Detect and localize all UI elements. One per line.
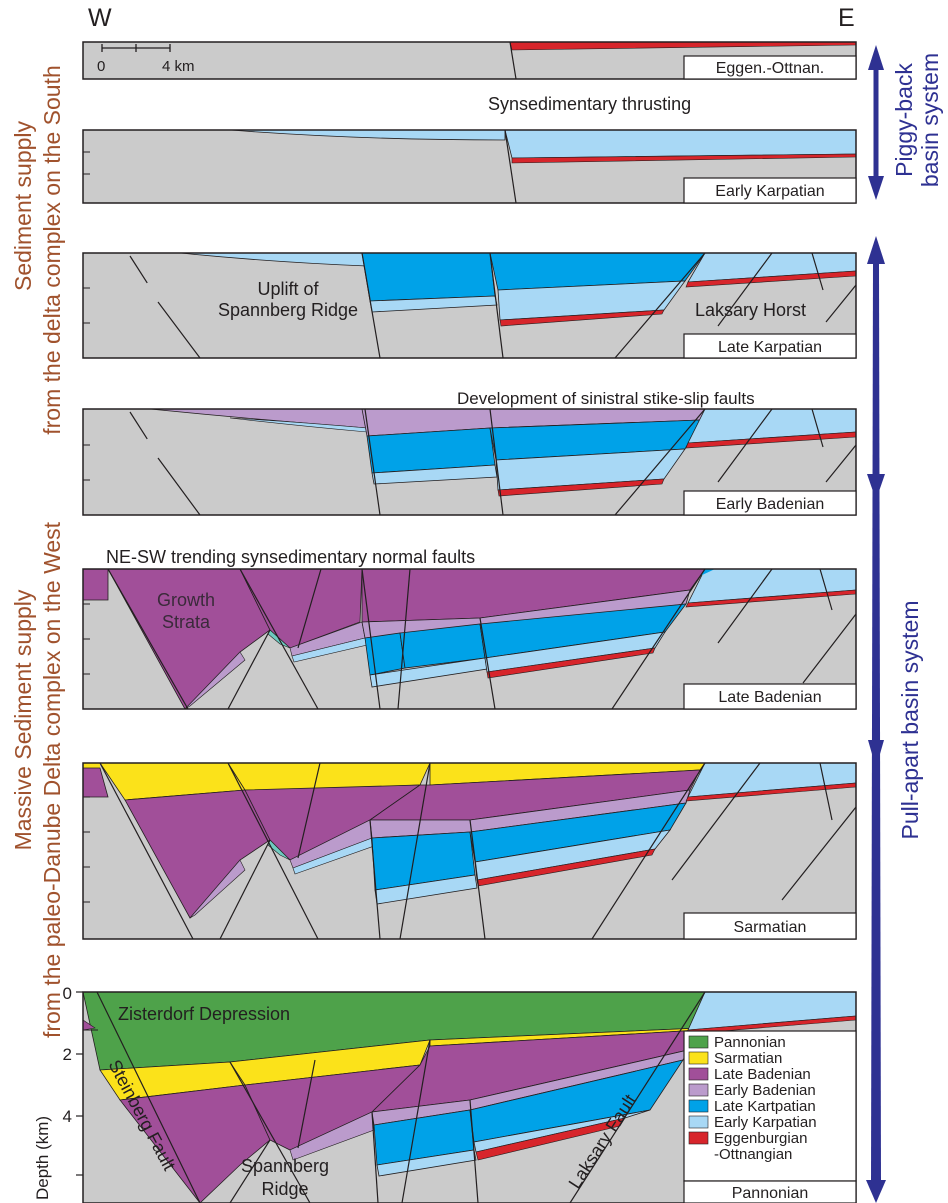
depth-tick-2: 2 (63, 1045, 72, 1064)
depth-tick-4: 4 (63, 1107, 72, 1126)
panel-late-karpatian: Uplift of Spannberg Ridge Laksary Horst … (82, 252, 857, 359)
stage-label: Pannonian (732, 1185, 809, 1202)
legend-label-late-badenian: Late Badenian (714, 1066, 811, 1083)
uplift-label-line2: Spannberg Ridge (218, 300, 358, 320)
late-badenian-block-1 (124, 789, 271, 919)
eggenburgian-block-3 (685, 431, 856, 449)
legend-swatch-late-badenian (688, 1067, 709, 1081)
stage-label: Early Karpatian (715, 183, 824, 200)
growth-strata-wedge (107, 569, 271, 709)
synsedimentary-thrusting-label: Synsedimentary thrusting (488, 94, 691, 114)
depth-tick-0: 0 (63, 984, 72, 1003)
sediment-supply-west-line1: Massive Sediment supply (10, 589, 36, 850)
zisterdorf-label: Zisterdorf Depression (118, 1004, 290, 1024)
eggenburgian-block-3 (685, 270, 856, 288)
thrust-fault (509, 42, 517, 79)
panel-sarmatian: Sarmatian (82, 762, 857, 940)
depth-axis-label: Depth (km) (33, 1116, 52, 1200)
legend-swatch-early-karpatian (688, 1115, 709, 1129)
panel-eggenburgian-ottnangian: 0 4 km Eggen.-Ottnan. (82, 41, 857, 80)
west-label: W (88, 4, 112, 32)
panel-frame (82, 408, 857, 516)
piggyback-label-line1: Piggy-back (891, 63, 917, 177)
panel-early-badenian: Early Badenian (82, 408, 857, 516)
stage-box (683, 683, 857, 710)
legend-box (683, 1030, 857, 1182)
scale-end: 4 km (162, 58, 195, 75)
stage-label: Eggen.-Ottnan. (716, 60, 825, 77)
legend-swatch-eggenburgian (688, 1131, 709, 1145)
panel-frame (82, 129, 857, 204)
panel-late-badenian: Growth Strata Late Badenian (82, 568, 857, 710)
eggenburgian-layer (486, 647, 656, 679)
legend-swatch-early-badenian (688, 1083, 709, 1097)
legend-swatch-pannonian (688, 1035, 709, 1049)
stage-label: Late Badenian (718, 689, 821, 706)
stage-box (683, 55, 857, 80)
sediment-supply-west-line2: from the paleo-Danube Delta complex on t… (39, 521, 65, 1038)
legend-label-late-karpatian: Late Kartpatian (714, 1098, 816, 1115)
spannberg-label-line1: Spannberg (241, 1156, 329, 1176)
legend: Pannonian Sarmatian Late Badenian Early … (683, 1030, 857, 1182)
panel-frame (82, 252, 857, 359)
stage-label: Sarmatian (734, 919, 807, 936)
scale-start: 0 (97, 58, 105, 75)
pullapart-label: Pull-apart basin system (897, 600, 923, 839)
strike-slip-label: Development of sinistral stike-slip faul… (457, 389, 755, 408)
uplift-label-line1: Uplift of (257, 279, 319, 299)
legend-label-sarmatian: Sarmatian (714, 1050, 782, 1067)
sediment-supply-south-line2: from the delta complex on the South (39, 65, 65, 435)
growth-label-line2: Strata (162, 612, 211, 632)
late-karpatian-block-1 (361, 253, 496, 302)
stage-box (683, 1180, 857, 1203)
stage-label: Early Badenian (716, 496, 825, 513)
stage-box (683, 490, 857, 516)
legend-swatch-late-karpatian (688, 1099, 709, 1113)
pullapart-arrow (866, 236, 886, 1203)
legend-label-early-karpatian: Early Karpatian (714, 1114, 817, 1131)
legend-label-eggenburgian: Eggenburgian (714, 1130, 807, 1147)
piggyback-label-line2: basin system (917, 53, 943, 187)
eggenburgian-layer (511, 153, 856, 164)
growth-label-line1: Growth (157, 590, 215, 610)
panel-frame (82, 762, 857, 940)
legend-swatch-sarmatian (688, 1051, 709, 1065)
legend-label-pannonian: Pannonian (714, 1034, 786, 1051)
legend-label-early-badenian: Early Badenian (714, 1082, 816, 1099)
scale-bar: 0 4 km (97, 44, 195, 75)
panel-early-karpatian: Early Karpatian (82, 129, 857, 204)
normal-faults-label: NE-SW trending synsedimentary normal fau… (106, 547, 475, 567)
sediment-supply-south-line1: Sediment supply (10, 120, 36, 291)
late-badenian-block-1 (119, 1084, 271, 1203)
early-karpatian-layer-west (229, 130, 506, 141)
stage-label: Late Karpatian (718, 339, 822, 356)
depth-axis: 0 2 4 Depth (km) (33, 984, 83, 1200)
east-label: E (838, 4, 855, 32)
stage-box (683, 333, 857, 359)
early-karpatian-layer-east (504, 130, 856, 159)
eggenburgian-block-2 (497, 478, 665, 497)
panel-pannonian: 0 2 4 Depth (km) Zisterdorf Depression S… (33, 984, 857, 1203)
eggenburgian-block-2 (499, 309, 665, 327)
stage-box (683, 177, 857, 204)
late-badenian-block-2 (239, 569, 363, 649)
late-badenian-west (83, 569, 109, 601)
eggenburgian-layer (475, 1117, 626, 1161)
legend-label-ottnangian: -Ottnangian (714, 1146, 792, 1163)
stage-box (683, 912, 857, 940)
laksary-horst-label: Laksary Horst (695, 300, 806, 320)
spannberg-label-line2: Ridge (261, 1179, 308, 1199)
piggyback-arrow (868, 45, 884, 200)
thrust-fault (504, 130, 517, 203)
